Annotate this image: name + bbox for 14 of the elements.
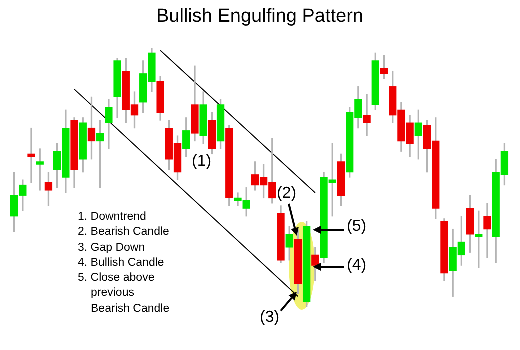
annotation: (2) <box>277 185 297 203</box>
candlestick <box>484 203 492 258</box>
annotation: 3. Gap Down <box>78 241 146 256</box>
candlestick <box>363 94 371 136</box>
annotation: (1) <box>192 153 212 171</box>
chart-title: Bullish Engulfing Pattern <box>155 6 364 28</box>
annotation: 4. Bullish Candle <box>78 256 164 271</box>
annotation: 1. Downtrend <box>78 210 146 225</box>
annotation: (5) <box>347 218 367 236</box>
annotation: (4) <box>347 257 367 275</box>
annotation: 5. Close above previous Bearish Candle <box>78 271 171 317</box>
annotation: 2. Bearish Candle <box>78 225 170 240</box>
candlestick <box>28 128 36 184</box>
text: (3) <box>260 309 280 327</box>
